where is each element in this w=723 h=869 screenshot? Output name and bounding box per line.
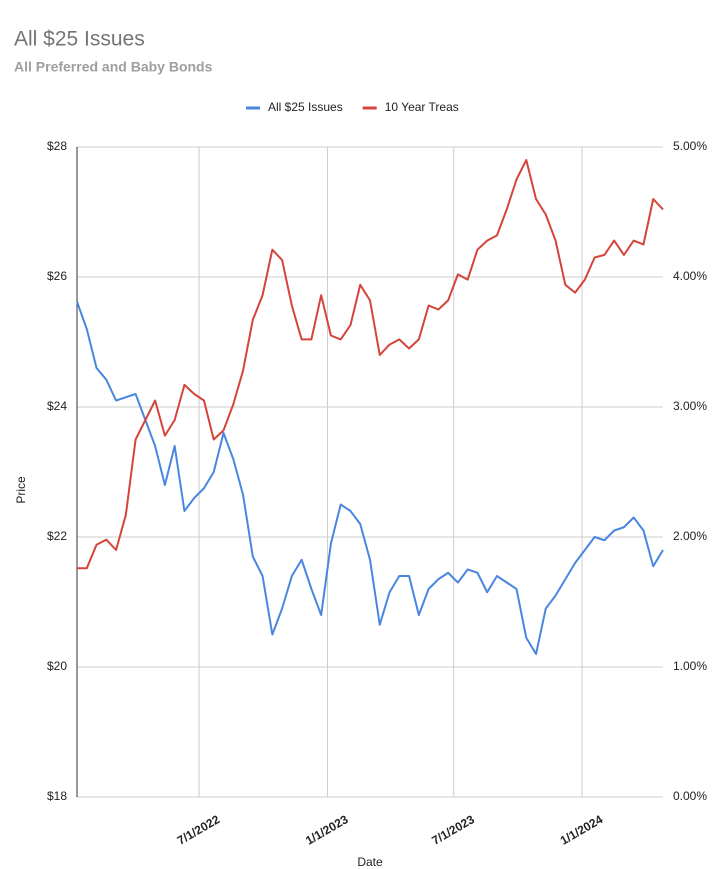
y2-tick-label: 1.00% — [673, 659, 707, 673]
legend-label: 10 Year Treas — [385, 100, 459, 114]
y-axis-title: Price — [14, 476, 28, 504]
y-tick-label: $18 — [47, 789, 67, 803]
x-axis-title: Date — [357, 855, 383, 869]
y2-tick-label: 4.00% — [673, 269, 707, 283]
y2-tick-label: 2.00% — [673, 529, 707, 543]
series-line — [76, 301, 664, 655]
y-tick-label: $26 — [47, 269, 67, 283]
y2-tick-label: 5.00% — [673, 139, 707, 153]
y2-tick-label: 3.00% — [673, 399, 707, 413]
y-tick-label: $20 — [47, 659, 67, 673]
y2-tick-label: 0.00% — [673, 789, 707, 803]
series-line — [77, 159, 664, 570]
y-tick-label: $22 — [47, 529, 67, 543]
chart-title: All $25 Issues — [14, 28, 145, 51]
y-tick-label: $28 — [47, 139, 67, 153]
legend-label: All $25 Issues — [268, 100, 343, 114]
y-tick-label: $24 — [47, 399, 67, 413]
chart-subtitle: All Preferred and Baby Bonds — [14, 59, 213, 75]
